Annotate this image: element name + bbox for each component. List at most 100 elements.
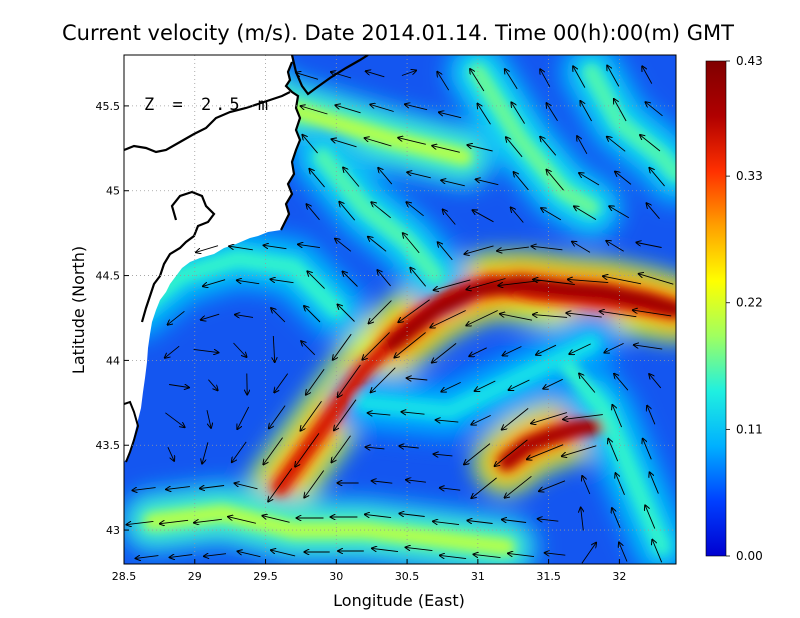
current-vector-arrow	[634, 345, 663, 350]
current-vector-arrow	[470, 69, 485, 92]
current-vector-arrow	[469, 347, 487, 356]
current-vector-arrow	[365, 514, 392, 519]
current-vector-arrow	[271, 550, 296, 557]
current-vector-arrow	[476, 179, 499, 186]
current-vector-arrow	[540, 137, 557, 156]
current-vector-arrow	[169, 385, 189, 388]
y-tick-label: 44.5	[96, 270, 121, 283]
current-vector-arrow	[206, 410, 211, 428]
current-vector-arrow	[335, 239, 352, 252]
current-vector-arrow	[369, 300, 392, 324]
current-vector-arrow	[127, 520, 154, 524]
current-vector-arrow	[633, 310, 672, 317]
current-vector-arrow	[410, 268, 427, 287]
current-vector-arrow	[568, 279, 609, 284]
current-vector-arrow	[547, 103, 558, 122]
current-vector-arrow	[503, 346, 522, 356]
current-vector-arrow	[335, 105, 361, 114]
x-tick-label: 31.5	[536, 570, 561, 583]
current-vector-arrow	[566, 313, 602, 318]
current-vector-arrow	[642, 66, 653, 84]
velocity-field-core	[130, 64, 676, 555]
current-vector-arrow	[572, 242, 591, 253]
x-tick-label: 30	[329, 570, 343, 583]
current-vector-arrow	[430, 310, 466, 328]
current-vector-arrow	[640, 135, 661, 152]
x-axis-label: Longitude (East)	[333, 591, 465, 610]
current-vector-arrow	[301, 341, 316, 356]
current-vector-arrow	[401, 71, 416, 76]
current-vector-arrow	[467, 521, 493, 524]
current-vector-arrow	[600, 311, 637, 318]
colorbar-tick-label: 0.33	[736, 169, 763, 183]
current-vector-arrow	[441, 381, 461, 391]
current-vector-arrow	[609, 206, 630, 219]
current-vector-arrow	[263, 437, 283, 465]
current-vector-arrow	[545, 553, 566, 555]
current-vector-arrow	[406, 202, 424, 217]
current-vector-arrow	[365, 138, 392, 147]
current-vector-arrow	[478, 104, 491, 125]
current-vector-arrow	[268, 468, 293, 502]
current-vector-arrow	[309, 169, 325, 188]
current-vector-arrow	[274, 373, 289, 393]
current-vector-arrow	[533, 280, 575, 285]
x-tick-label: 29.5	[253, 570, 278, 583]
current-vector-arrow	[403, 233, 420, 254]
x-tick-label: 32	[612, 570, 626, 583]
current-vector-arrow	[202, 442, 209, 463]
current-vector-arrow	[343, 168, 360, 187]
current-vector-arrow	[273, 335, 274, 362]
current-vector-arrow	[574, 206, 597, 220]
plot-area: Z = 2.5 m	[124, 55, 676, 564]
current-vector-arrow	[437, 72, 450, 91]
current-vector-arrow	[505, 69, 518, 90]
current-vector-arrow	[569, 343, 591, 354]
danube-delta-coast	[124, 91, 291, 154]
current-vector-arrow	[269, 405, 286, 429]
velocity-jet-core-9	[554, 352, 670, 555]
y-tick-label: 45.5	[96, 100, 121, 113]
current-vector-arrow	[132, 488, 156, 491]
current-vector-arrow	[406, 547, 433, 552]
y-tick-label: 45	[106, 185, 120, 198]
current-vector-arrow	[166, 487, 190, 490]
current-vector-arrow	[160, 519, 189, 523]
current-vector-arrow	[533, 315, 568, 318]
current-vector-arrow	[500, 314, 533, 321]
current-vector-arrow	[511, 102, 525, 124]
current-vector-arrow	[233, 342, 247, 357]
land-mass	[124, 55, 300, 462]
current-vector-arrow	[170, 555, 193, 558]
current-vector-arrow	[646, 102, 663, 117]
current-vector-arrow	[201, 313, 220, 320]
current-vector-arrow	[639, 274, 674, 285]
current-vector-arrow	[304, 470, 325, 498]
current-vector-arrow	[579, 374, 596, 393]
velocity-jet-core-2	[498, 416, 614, 471]
y-axis-ticks: 43 43.5 44 44.5 45 45.5	[96, 100, 129, 537]
current-vector-arrow	[579, 173, 600, 186]
x-tick-label: 30.5	[395, 570, 420, 583]
current-vector-arrow	[532, 246, 563, 251]
current-vector-arrow	[402, 412, 425, 414]
current-vector-arrow	[296, 73, 319, 80]
current-vector-arrow	[371, 202, 391, 219]
chart-title: Current velocity (m/s). Date 2014.01.14.…	[62, 21, 734, 45]
current-vector-arrow	[238, 551, 261, 558]
current-vector-arrow	[643, 439, 652, 460]
current-vector-arrow	[434, 454, 453, 456]
current-vector-arrow	[372, 481, 393, 483]
current-vector-arrow	[307, 204, 320, 221]
colorbar-tick-label: 0.00	[736, 549, 763, 563]
current-vector-arrow	[377, 270, 391, 287]
current-vector-arrow	[580, 101, 592, 122]
current-vector-arrow	[497, 246, 529, 251]
current-vector-arrow	[378, 168, 393, 185]
velocity-jet-core-3	[144, 505, 515, 555]
current-vector-arrow	[652, 540, 663, 563]
current-vector-arrow	[228, 517, 257, 524]
current-vector-arrow	[650, 472, 659, 494]
current-vector-arrow	[616, 473, 625, 495]
velocity-jet-core-5	[469, 64, 600, 216]
